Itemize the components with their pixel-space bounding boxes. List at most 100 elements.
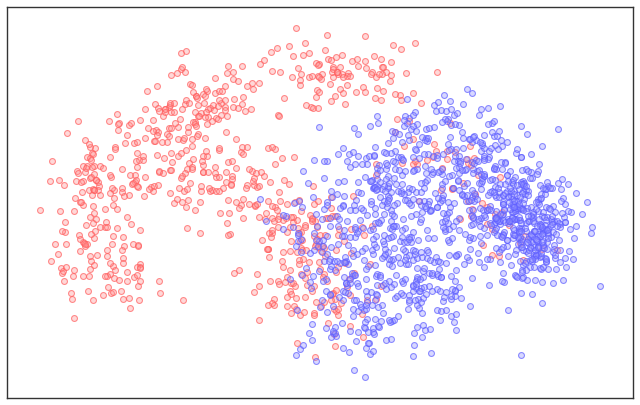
- Point: [321, 250, 332, 257]
- Point: [126, 120, 136, 126]
- Point: [395, 238, 405, 244]
- Point: [294, 198, 304, 205]
- Point: [100, 273, 110, 279]
- Point: [404, 236, 415, 242]
- Point: [587, 224, 597, 230]
- Point: [200, 93, 211, 100]
- Point: [337, 70, 348, 77]
- Point: [89, 209, 99, 216]
- Point: [497, 143, 507, 150]
- Point: [80, 168, 90, 175]
- Point: [256, 169, 266, 176]
- Point: [172, 196, 182, 202]
- Point: [85, 230, 95, 237]
- Point: [422, 177, 433, 183]
- Point: [552, 217, 563, 224]
- Point: [345, 280, 355, 286]
- Point: [190, 207, 200, 213]
- Point: [536, 249, 546, 256]
- Point: [472, 196, 483, 202]
- Point: [292, 232, 303, 238]
- Point: [474, 179, 484, 186]
- Point: [490, 184, 500, 190]
- Point: [356, 311, 367, 318]
- Point: [389, 245, 399, 251]
- Point: [263, 301, 273, 308]
- Point: [537, 231, 547, 238]
- Point: [472, 168, 483, 174]
- Point: [476, 106, 486, 113]
- Point: [322, 158, 332, 164]
- Point: [396, 188, 406, 195]
- Point: [477, 175, 487, 181]
- Point: [461, 155, 471, 162]
- Point: [537, 224, 547, 230]
- Point: [184, 160, 194, 166]
- Point: [531, 199, 541, 205]
- Point: [380, 188, 390, 194]
- Point: [125, 172, 135, 179]
- Point: [268, 144, 278, 151]
- Point: [436, 195, 447, 201]
- Point: [356, 190, 366, 196]
- Point: [231, 198, 241, 205]
- Point: [181, 47, 191, 54]
- Point: [514, 225, 524, 231]
- Point: [538, 242, 548, 249]
- Point: [95, 163, 105, 169]
- Point: [410, 188, 420, 195]
- Point: [159, 155, 169, 162]
- Point: [468, 215, 478, 222]
- Point: [465, 143, 475, 150]
- Point: [139, 193, 149, 199]
- Point: [78, 202, 88, 208]
- Point: [372, 323, 383, 329]
- Point: [498, 200, 508, 207]
- Point: [446, 146, 456, 153]
- Point: [363, 263, 373, 269]
- Point: [339, 233, 349, 239]
- Point: [436, 274, 446, 280]
- Point: [365, 178, 376, 184]
- Point: [526, 230, 536, 237]
- Point: [209, 107, 219, 113]
- Point: [326, 297, 336, 303]
- Point: [533, 168, 543, 175]
- Point: [365, 201, 376, 208]
- Point: [414, 141, 424, 147]
- Point: [214, 188, 224, 194]
- Point: [543, 183, 554, 190]
- Point: [498, 244, 508, 250]
- Point: [165, 190, 175, 196]
- Point: [339, 258, 349, 265]
- Point: [412, 255, 422, 261]
- Point: [516, 206, 527, 212]
- Point: [60, 241, 70, 247]
- Point: [533, 208, 543, 214]
- Point: [316, 248, 326, 255]
- Point: [344, 328, 355, 335]
- Point: [423, 235, 433, 241]
- Point: [540, 222, 550, 228]
- Point: [218, 185, 228, 192]
- Point: [314, 124, 324, 130]
- Point: [475, 232, 485, 239]
- Point: [266, 215, 276, 221]
- Point: [533, 231, 543, 238]
- Point: [408, 342, 419, 349]
- Point: [408, 136, 419, 143]
- Point: [178, 136, 188, 143]
- Point: [468, 213, 478, 220]
- Point: [438, 298, 448, 304]
- Point: [230, 136, 241, 142]
- Point: [586, 230, 596, 236]
- Point: [505, 185, 515, 192]
- Point: [88, 186, 99, 192]
- Point: [511, 150, 521, 156]
- Point: [331, 269, 341, 275]
- Point: [507, 209, 517, 216]
- Point: [419, 284, 429, 290]
- Point: [386, 59, 396, 65]
- Point: [353, 63, 364, 69]
- Point: [134, 297, 144, 303]
